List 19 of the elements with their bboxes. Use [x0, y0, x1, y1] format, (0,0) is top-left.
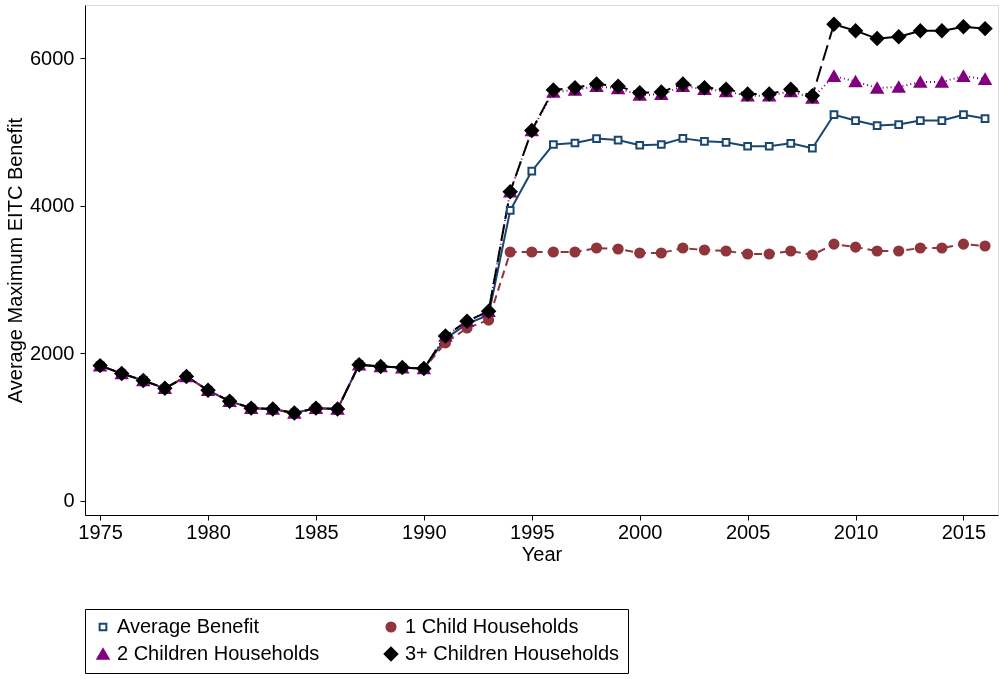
x-tick-label: 1995	[510, 520, 555, 543]
x-tick-label: 1975	[78, 520, 123, 543]
y-tick-label: 6000	[30, 46, 75, 69]
legend-label: Average Benefit	[117, 615, 260, 637]
legend-label: 3+ Children Households	[405, 642, 620, 664]
x-tick-label: 2010	[833, 520, 879, 543]
legend-label: 1 Child Households	[405, 615, 579, 637]
x-tick-label: 1980	[186, 520, 231, 543]
x-tick-label: 1990	[402, 520, 447, 543]
x-tick-label: 1985	[294, 520, 339, 543]
x-tick-label: 2015	[941, 520, 987, 543]
y-tick-label: 2000	[30, 341, 75, 364]
x-axis-title: Year	[521, 542, 563, 565]
y-tick-label: 4000	[30, 194, 75, 217]
x-tick-label: 2000	[617, 520, 663, 543]
legend-label: 2 Children Households	[117, 642, 320, 664]
y-tick-label: 0	[63, 489, 75, 512]
y-axis-title: Average Maximum EITC Benefit	[4, 117, 27, 404]
x-tick-label: 2005	[725, 520, 771, 543]
